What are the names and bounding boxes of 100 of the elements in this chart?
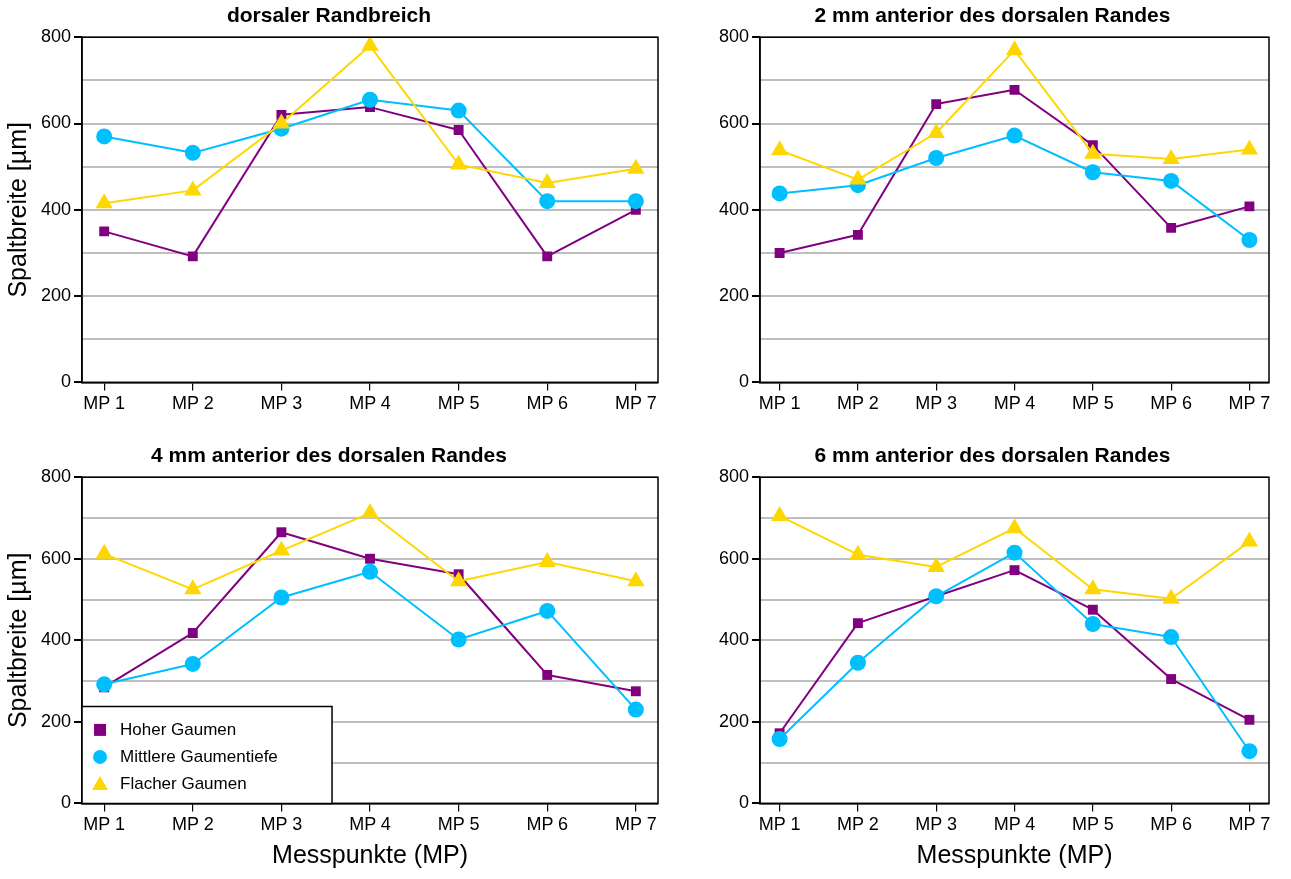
y-tick-label: 200: [718, 285, 750, 306]
x-tick-label: MP 3: [260, 393, 303, 414]
point: [453, 125, 464, 135]
point: [96, 676, 113, 693]
y-tick-label: 600: [718, 547, 750, 568]
y-tick-label: 800: [718, 26, 750, 47]
x-axis-title: Messpunkte (MP): [272, 839, 468, 868]
x-tick-label: MP 3: [915, 814, 958, 835]
point: [1241, 743, 1258, 760]
x-tick-label: MP 2: [837, 393, 879, 414]
point: [770, 140, 789, 156]
x-tick-label: MP 4: [349, 393, 391, 414]
x-tick-label: MP 1: [83, 393, 126, 414]
point: [361, 503, 379, 519]
point: [272, 540, 291, 556]
y-tick-label: 0: [739, 792, 750, 813]
x-tick-label: MP 6: [526, 393, 569, 414]
point: [849, 654, 866, 671]
x-tick-label: MP 4: [349, 814, 391, 835]
point: [273, 589, 290, 606]
y-tick-label: 600: [40, 112, 72, 133]
point: [1084, 579, 1102, 595]
point: [1084, 164, 1101, 181]
point: [184, 579, 202, 595]
point: [774, 248, 785, 258]
point: [1009, 565, 1020, 576]
point: [627, 193, 644, 210]
point: [538, 173, 556, 189]
x-tick-label: MP 5: [1071, 393, 1114, 414]
x-tick-label: MP 3: [915, 393, 958, 414]
chart-title: 4 mm anterior des dorsalen Randes: [151, 443, 507, 467]
y-tick-label: 200: [40, 285, 72, 306]
point: [627, 571, 645, 587]
point: [1163, 629, 1180, 646]
chart-title: dorsaler Randbreich: [226, 3, 432, 27]
point: [1166, 674, 1177, 684]
point: [538, 552, 556, 568]
legend-label: Mittlere Gaumentiefe: [120, 746, 278, 766]
point: [450, 631, 467, 648]
point: [627, 701, 644, 718]
y-tick-label: 200: [718, 710, 750, 731]
point: [927, 556, 945, 572]
point: [1163, 172, 1180, 189]
point: [770, 505, 789, 521]
point: [1087, 604, 1098, 615]
point: [362, 91, 379, 108]
point: [771, 730, 788, 747]
point: [361, 37, 379, 51]
x-tick-label: MP 7: [615, 393, 657, 414]
point: [630, 686, 641, 697]
point: [1244, 201, 1255, 212]
point: [365, 553, 375, 564]
point: [1005, 518, 1024, 534]
x-tick-label: MP 1: [83, 814, 126, 835]
point: [539, 193, 556, 210]
y-tick-label: 0: [739, 371, 750, 392]
y-tick-label: 400: [40, 198, 72, 219]
x-tick-label: MP 2: [171, 393, 214, 414]
y-axis-title: Spaltbreite [µm]: [2, 552, 31, 729]
point: [542, 670, 553, 680]
y-tick-label: 0: [61, 792, 72, 813]
point: [852, 229, 863, 240]
legend-label: Flacher Gaumen: [120, 773, 247, 793]
x-tick-label: MP 6: [1150, 393, 1192, 414]
point: [99, 226, 110, 237]
x-tick-label: MP 5: [437, 393, 480, 414]
point: [539, 602, 556, 619]
y-tick-label: 800: [40, 466, 72, 487]
point: [1006, 544, 1023, 561]
point: [276, 527, 287, 538]
x-tick-label: MP 1: [758, 814, 801, 835]
point: [450, 102, 467, 119]
y-tick-label: 0: [61, 371, 72, 392]
point: [542, 251, 553, 262]
x-tick-label: MP 1: [758, 393, 801, 414]
x-tick-label: MP 2: [171, 814, 214, 835]
point: [1005, 40, 1024, 56]
point: [1006, 127, 1023, 144]
x-tick-label: MP 4: [993, 393, 1036, 414]
point: [362, 563, 379, 580]
y-tick-label: 400: [718, 198, 750, 219]
x-tick-label: MP 5: [1071, 814, 1114, 835]
point: [771, 185, 788, 202]
point: [1241, 232, 1258, 249]
x-tick-label: MP 7: [1228, 393, 1271, 414]
x-tick-label: MP 7: [615, 814, 657, 835]
point: [931, 99, 942, 110]
point: [1009, 84, 1020, 95]
point: [928, 150, 945, 167]
x-tick-label: MP 4: [993, 814, 1036, 835]
point: [1240, 531, 1259, 547]
point: [95, 543, 113, 559]
y-axis-title: Spaltbreite [µm]: [2, 122, 31, 298]
point: [852, 618, 863, 629]
legend-label: Hoher Gaumen: [120, 719, 237, 739]
y-tick-label: 200: [40, 710, 72, 731]
x-tick-label: MP 2: [837, 814, 879, 835]
point: [96, 128, 113, 145]
y-tick-label: 400: [718, 629, 750, 650]
point: [184, 655, 201, 672]
